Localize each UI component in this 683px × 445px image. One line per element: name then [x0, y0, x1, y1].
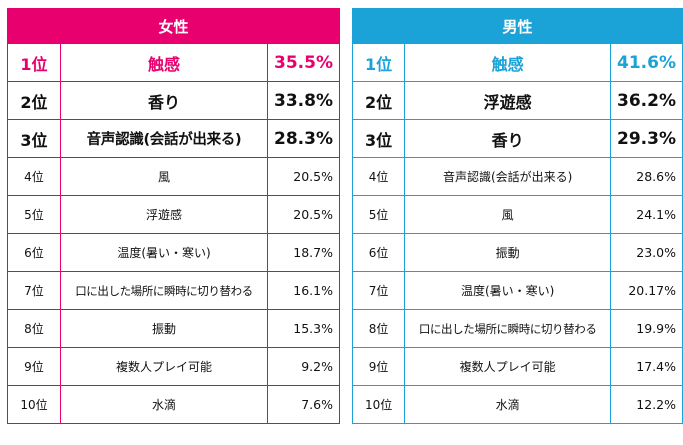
table-header: 男性 [352, 8, 683, 44]
item-cell: 口に出した場所に瞬時に切り替わる [60, 271, 268, 310]
item-cell: 振動 [404, 233, 612, 272]
percent-cell: 17.4% [610, 347, 683, 386]
item-cell: 振動 [60, 309, 268, 348]
table-row: 10位 水滴 12.2% [351, 385, 683, 424]
rank-cell: 6位 [351, 233, 406, 272]
percent-cell: 20.5% [267, 157, 340, 196]
percent-cell: 19.9% [610, 309, 683, 348]
percent-cell: 23.0% [610, 233, 683, 272]
percent-cell: 20.17% [610, 271, 683, 310]
rank-cell: 1位 [351, 43, 406, 82]
item-cell: 触感 [404, 43, 612, 82]
table-row: 2位 香り 33.8% [7, 81, 340, 120]
rank-cell: 4位 [351, 157, 406, 196]
item-cell: 水滴 [404, 385, 612, 424]
rank-cell: 9位 [7, 347, 61, 386]
percent-cell: 12.2% [610, 385, 683, 424]
percent-cell: 28.6% [610, 157, 683, 196]
table-row: 9位 複数人プレイ可能 9.2% [7, 347, 340, 386]
item-cell: 温度(暑い・寒い) [404, 271, 612, 310]
men-ranking-table: 男性 1位 触感 41.6% 2位 浮遊感 36.2% 3位 香り 29.3% … [351, 8, 683, 424]
rank-cell: 9位 [351, 347, 406, 386]
percent-cell: 28.3% [267, 119, 340, 158]
item-cell: 風 [60, 157, 268, 196]
rank-cell: 5位 [351, 195, 406, 234]
item-cell: 浮遊感 [404, 81, 612, 120]
table-row: 1位 触感 41.6% [351, 43, 683, 82]
table-row: 1位 触感 35.5% [7, 43, 340, 82]
rank-cell: 10位 [7, 385, 61, 424]
table-row: 7位 温度(暑い・寒い) 20.17% [351, 271, 683, 310]
table-row: 2位 浮遊感 36.2% [351, 81, 683, 120]
table-row: 8位 振動 15.3% [7, 309, 340, 348]
table-row: 4位 音声認識(会話が出来る) 28.6% [351, 157, 683, 196]
rank-cell: 7位 [7, 271, 61, 310]
rank-cell: 1位 [7, 43, 61, 82]
percent-cell: 41.6% [610, 43, 683, 82]
table-row: 6位 振動 23.0% [351, 233, 683, 272]
rank-cell: 8位 [351, 309, 406, 348]
item-cell: 温度(暑い・寒い) [60, 233, 268, 272]
rank-cell: 3位 [7, 119, 61, 158]
item-cell: 口に出した場所に瞬時に切り替わる [404, 309, 612, 348]
item-cell: 音声認識(会話が出来る) [60, 119, 268, 158]
women-ranking-table: 女性 1位 触感 35.5% 2位 香り 33.8% 3位 音声認識(会話が出来… [7, 8, 340, 424]
percent-cell: 7.6% [267, 385, 340, 424]
table-header: 女性 [7, 8, 340, 44]
table-title: 男性 [352, 8, 683, 44]
rank-cell: 2位 [7, 81, 61, 120]
item-cell: 触感 [60, 43, 268, 82]
table-row: 10位 水滴 7.6% [7, 385, 340, 424]
item-cell: 複数人プレイ可能 [404, 347, 612, 386]
percent-cell: 29.3% [610, 119, 683, 158]
percent-cell: 9.2% [267, 347, 340, 386]
rank-cell: 6位 [7, 233, 61, 272]
table-row: 8位 口に出した場所に瞬時に切り替わる 19.9% [351, 309, 683, 348]
table-row: 6位 温度(暑い・寒い) 18.7% [7, 233, 340, 272]
item-cell: 複数人プレイ可能 [60, 347, 268, 386]
table-title: 女性 [7, 8, 340, 44]
item-cell: 風 [404, 195, 612, 234]
table-row: 5位 浮遊感 20.5% [7, 195, 340, 234]
table-row: 3位 音声認識(会話が出来る) 28.3% [7, 119, 340, 158]
table-row: 9位 複数人プレイ可能 17.4% [351, 347, 683, 386]
rank-cell: 4位 [7, 157, 61, 196]
table-row: 3位 香り 29.3% [351, 119, 683, 158]
percent-cell: 36.2% [610, 81, 683, 120]
percent-cell: 16.1% [267, 271, 340, 310]
rank-cell: 8位 [7, 309, 61, 348]
table-row: 7位 口に出した場所に瞬時に切り替わる 16.1% [7, 271, 340, 310]
table-row: 5位 風 24.1% [351, 195, 683, 234]
rank-cell: 7位 [351, 271, 406, 310]
rank-cell: 3位 [351, 119, 406, 158]
percent-cell: 24.1% [610, 195, 683, 234]
percent-cell: 18.7% [267, 233, 340, 272]
percent-cell: 33.8% [267, 81, 340, 120]
rank-cell: 10位 [351, 385, 406, 424]
item-cell: 香り [404, 119, 612, 158]
item-cell: 浮遊感 [60, 195, 268, 234]
percent-cell: 15.3% [267, 309, 340, 348]
rank-cell: 2位 [351, 81, 406, 120]
rank-cell: 5位 [7, 195, 61, 234]
item-cell: 水滴 [60, 385, 268, 424]
item-cell: 音声認識(会話が出来る) [404, 157, 612, 196]
table-row: 4位 風 20.5% [7, 157, 340, 196]
item-cell: 香り [60, 81, 268, 120]
percent-cell: 35.5% [267, 43, 340, 82]
percent-cell: 20.5% [267, 195, 340, 234]
